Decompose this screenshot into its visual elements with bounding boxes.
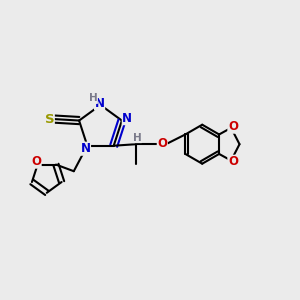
Text: H: H: [88, 93, 98, 103]
Text: H: H: [133, 133, 142, 142]
Text: S: S: [45, 112, 54, 125]
Text: O: O: [228, 120, 238, 133]
Text: O: O: [157, 137, 167, 150]
Text: O: O: [31, 155, 41, 168]
Text: O: O: [228, 155, 238, 168]
Text: N: N: [94, 97, 105, 110]
Text: N: N: [122, 112, 132, 124]
Text: N: N: [80, 142, 91, 155]
